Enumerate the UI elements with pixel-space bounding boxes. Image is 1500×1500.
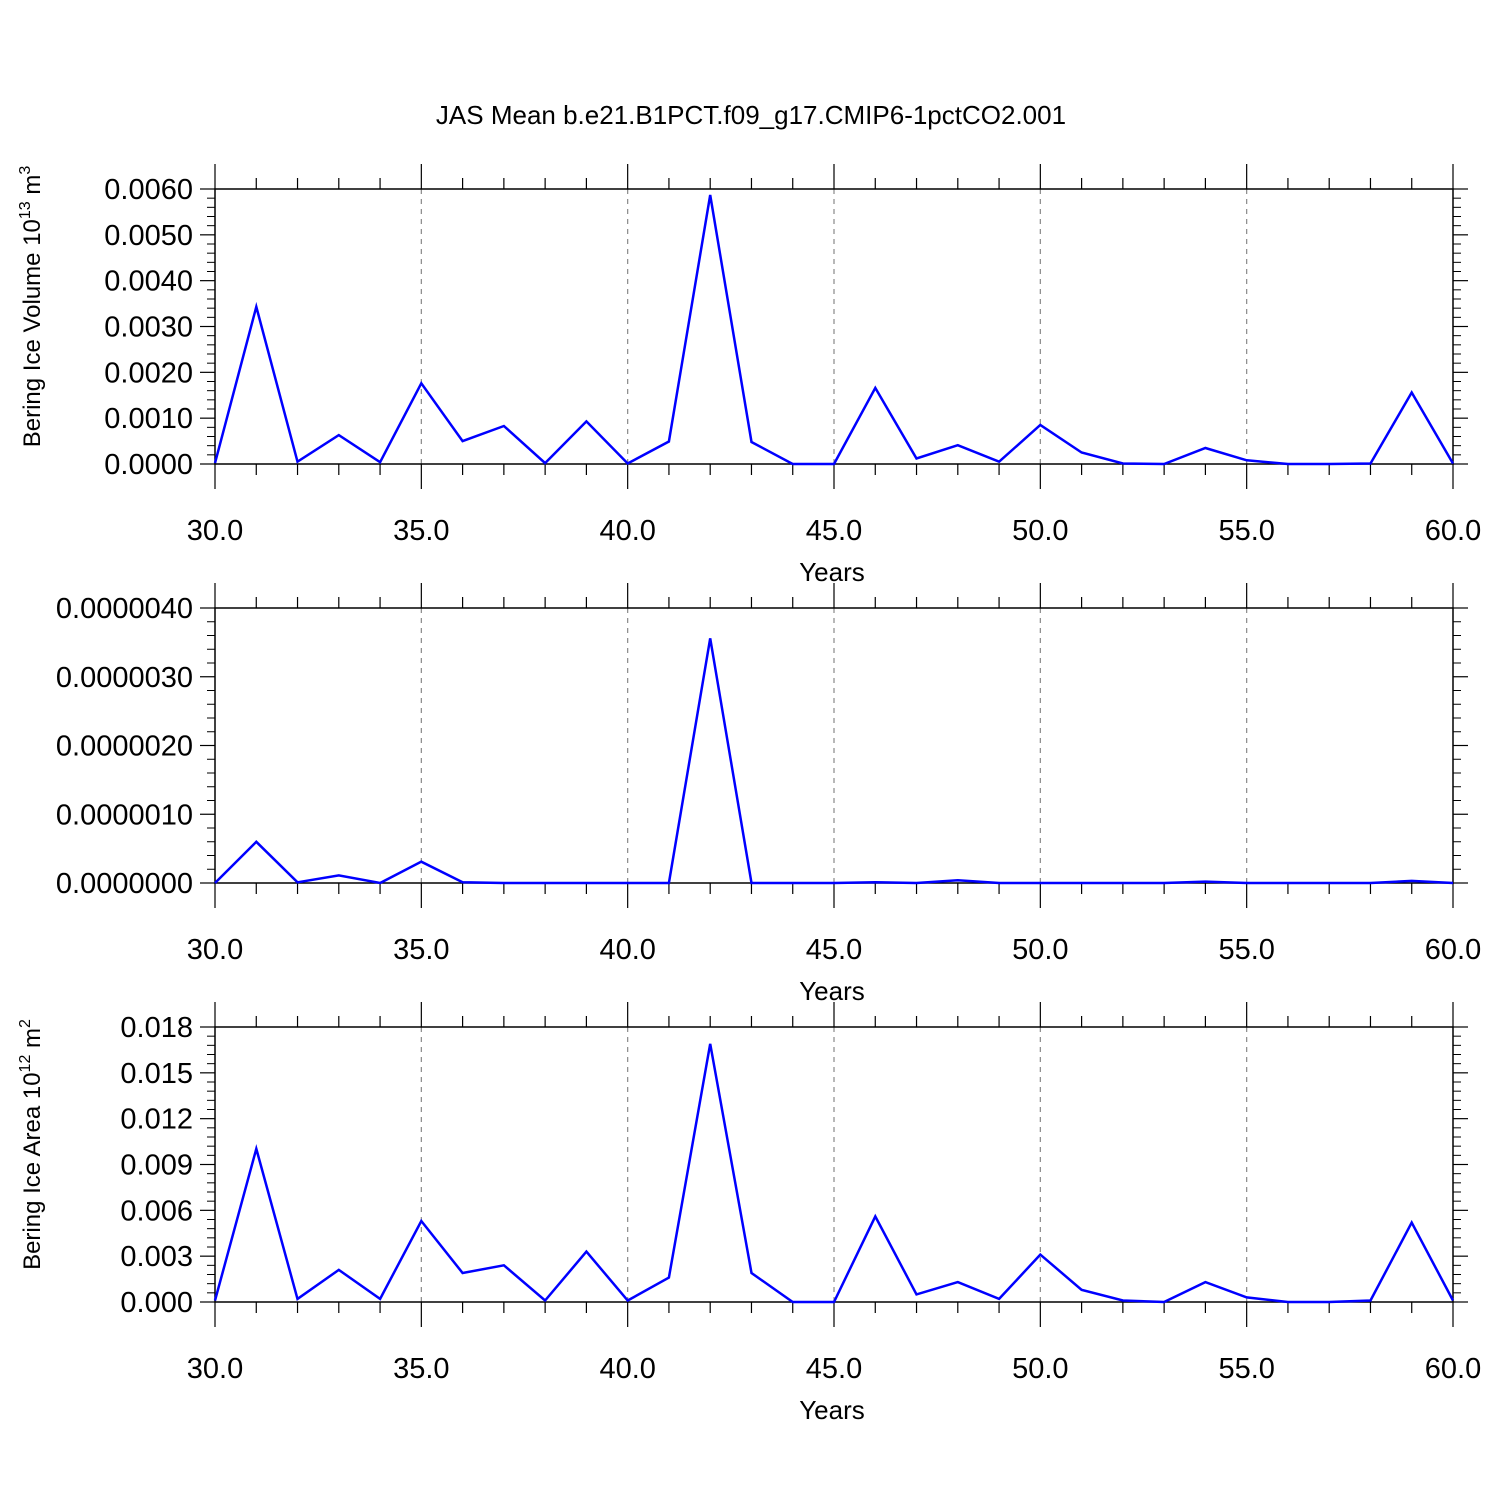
x-tick-label: 40.0 bbox=[599, 934, 655, 966]
x-tick-label: 50.0 bbox=[1012, 1353, 1068, 1385]
x-tick-label: 60.0 bbox=[1425, 1353, 1481, 1385]
x-tick-label: 30.0 bbox=[187, 934, 243, 966]
data-series-line bbox=[213, 1043, 1455, 1304]
x-tick-label: 35.0 bbox=[393, 1353, 449, 1385]
x-tick-label: 55.0 bbox=[1218, 515, 1274, 547]
y-tick-label: 0.009 bbox=[120, 1150, 193, 1182]
y-tick-label: 0.0000030 bbox=[56, 662, 193, 694]
chart-panel-1: 0.0000 0.0010 0.0020 0.0030 0.0040 0.0050 0.00… bbox=[17, 164, 1481, 587]
x-tick-label: 60.0 bbox=[1425, 515, 1481, 547]
x-tick-label: 50.0 bbox=[1012, 515, 1068, 547]
y-axis-label: Bering Ice Volume 1013 m3 bbox=[17, 166, 46, 448]
y-tick-label: 0.0020 bbox=[104, 357, 193, 389]
x-tick-label: 55.0 bbox=[1218, 1353, 1274, 1385]
x-axis-label: Years bbox=[799, 1395, 865, 1425]
x-tick-label: 50.0 bbox=[1012, 934, 1068, 966]
y-tick-label: 0.0040 bbox=[104, 266, 193, 298]
x-axis-label: Years bbox=[799, 557, 865, 587]
x-tick-label: 40.0 bbox=[599, 1353, 655, 1385]
y-tick-label: 0.012 bbox=[120, 1104, 193, 1136]
data-series-line bbox=[214, 638, 1454, 885]
x-tick-label: 60.0 bbox=[1425, 934, 1481, 966]
y-tick-label: 0.0030 bbox=[104, 312, 193, 344]
x-tick-label: 35.0 bbox=[393, 934, 449, 966]
x-tick-label: 30.0 bbox=[187, 1353, 243, 1385]
y-tick-label: 0.0000000 bbox=[56, 868, 193, 900]
x-tick-label: 45.0 bbox=[806, 934, 862, 966]
x-tick-label: 30.0 bbox=[187, 515, 243, 547]
x-axis-label: Years bbox=[799, 976, 865, 1006]
y-tick-label: 0.003 bbox=[120, 1241, 193, 1273]
y-tick-label: 0.0050 bbox=[104, 220, 193, 252]
y-tick-label: 0.0010 bbox=[104, 403, 193, 435]
data-series-line bbox=[213, 194, 1455, 466]
y-tick-label: 0.015 bbox=[120, 1058, 193, 1090]
y-tick-label: 0.0000 bbox=[104, 449, 193, 481]
y-axis-label: Bering Ice Area 1012 m2 bbox=[17, 1019, 46, 1270]
x-tick-label: 55.0 bbox=[1218, 934, 1274, 966]
x-tick-label: 45.0 bbox=[806, 1353, 862, 1385]
y-tick-label: 0.0000010 bbox=[56, 799, 193, 831]
x-tick-label: 35.0 bbox=[393, 515, 449, 547]
x-tick-label: 45.0 bbox=[806, 515, 862, 547]
x-tick-label: 40.0 bbox=[599, 515, 655, 547]
y-tick-label: 0.0000040 bbox=[56, 593, 193, 625]
y-tick-label: 0.000 bbox=[120, 1287, 193, 1319]
y-tick-label: 0.0060 bbox=[104, 174, 193, 206]
y-tick-label: 0.018 bbox=[120, 1012, 193, 1044]
chart-panel-2: 0.0000000 0.0000010 0.0000020 0.0000030 0.00… bbox=[56, 583, 1481, 1006]
chart-title: JAS Mean b.e21.B1PCT.f09_g17.CMIP6-1pctC… bbox=[436, 100, 1066, 130]
y-tick-label: 0.006 bbox=[120, 1195, 193, 1227]
y-tick-label: 0.0000020 bbox=[56, 731, 193, 763]
chart-panel-3: 0.000 0.003 0.006 0.009 0.012 0.015 0.018 30.0 3… bbox=[17, 1002, 1481, 1425]
